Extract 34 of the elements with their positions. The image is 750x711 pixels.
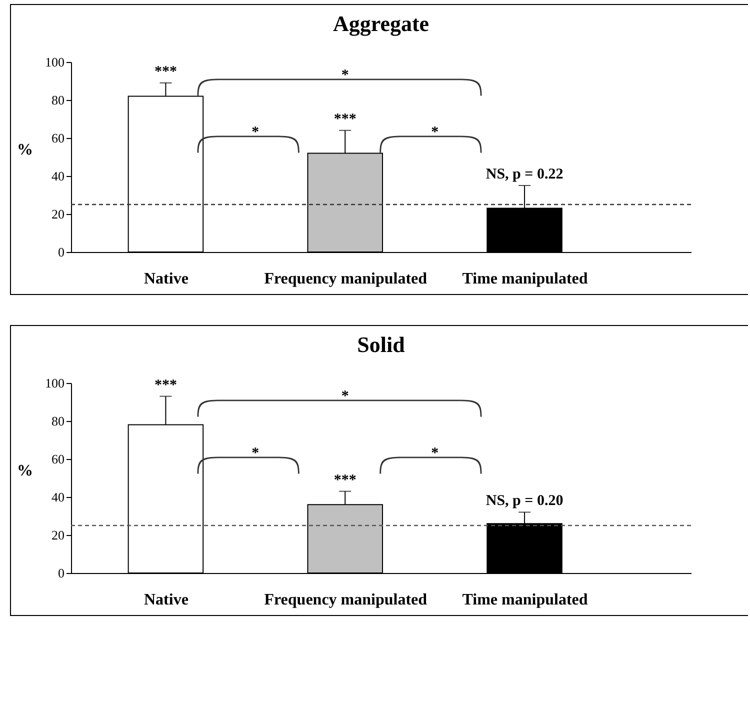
- y-tick-label: 0: [58, 566, 64, 580]
- y-tick-label: 60: [52, 130, 64, 146]
- annotation: ***: [334, 472, 356, 488]
- chart-title: Aggregate: [332, 11, 430, 36]
- x-tick-label: Frequency manipulated: [264, 592, 428, 608]
- y-tick-label: 80: [52, 92, 64, 108]
- annotation: NS, p = 0.22: [486, 166, 564, 182]
- annotation: *: [431, 124, 439, 141]
- y-tick-label: 60: [52, 452, 64, 466]
- y-tick-label: 80: [52, 414, 64, 428]
- y-tick-label: 100: [45, 376, 64, 390]
- annotation: *: [431, 446, 439, 462]
- annotation: NS, p = 0.20: [486, 493, 564, 510]
- x-tick-label: Time manipulated: [462, 592, 588, 608]
- annotation: *: [252, 124, 260, 141]
- y-tick-label: 20: [52, 528, 64, 542]
- annotation: ***: [334, 111, 356, 128]
- y-tick-label: 40: [52, 168, 64, 184]
- y-axis-title: %: [17, 462, 33, 480]
- y-tick-label: 100: [45, 54, 64, 70]
- annotation: ***: [154, 64, 177, 80]
- annotation: *: [341, 388, 349, 405]
- annotation: *: [341, 68, 349, 84]
- y-tick-label: 0: [58, 244, 64, 260]
- y-tick-label: 40: [52, 490, 64, 504]
- x-tick-label: Native: [144, 592, 188, 608]
- annotation: ***: [154, 377, 177, 394]
- annotation: *: [252, 446, 260, 462]
- x-tick-label: Time manipulated: [462, 270, 588, 288]
- x-tick-label: Native: [144, 270, 188, 288]
- chart-title: Solid: [357, 332, 405, 357]
- y-tick-label: 20: [52, 206, 64, 222]
- y-axis-title: %: [17, 142, 33, 158]
- x-tick-label: Frequency manipulated: [264, 270, 428, 288]
